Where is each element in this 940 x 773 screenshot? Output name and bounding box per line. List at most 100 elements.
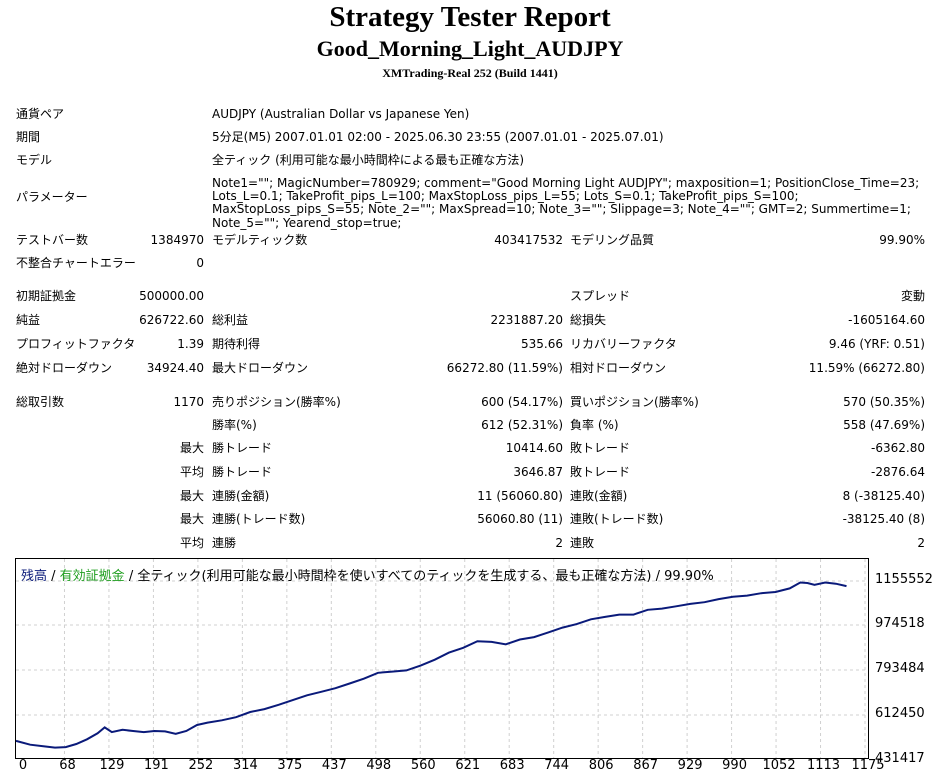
short-value: 600 (54.17%) (481, 395, 563, 409)
cons-win-money-label: 連勝(金額) (212, 489, 270, 503)
cons-loss-money-label: 連敗(金額) (570, 489, 628, 503)
x-tick-label: 806 (588, 758, 614, 773)
recovery-label: リカバリーファクタ (570, 337, 677, 351)
avg-cons-win-value: 2 (555, 536, 563, 550)
cons-loss-count-value: -38125.40 (8) (842, 512, 925, 526)
y-tick-label: 431417 (875, 751, 925, 766)
bars-label: テストバー数 (16, 233, 89, 247)
x-tick-label: 191 (143, 758, 169, 773)
ticks-label: モデルティック数 (212, 233, 308, 247)
mismatch-value: 0 (196, 256, 204, 270)
gross-loss-value: -1605164.60 (848, 313, 925, 327)
trades-value: 1170 (173, 395, 204, 409)
x-tick-label: 621 (455, 758, 481, 773)
symbol-value: AUDJPY (Australian Dollar vs Japanese Ye… (212, 107, 470, 121)
avg-win-value: 3646.87 (513, 465, 563, 479)
x-tick-label: 437 (321, 758, 347, 773)
net-label: 純益 (16, 313, 41, 327)
loss-pct-value: 558 (47.69%) (843, 418, 925, 432)
max-dd-value: 66272.80 (11.59%) (446, 361, 563, 375)
avg-cons-loss-value: 2 (917, 536, 925, 550)
y-tick-label: 793484 (875, 661, 925, 676)
y-tick-label: 974518 (875, 616, 925, 631)
max-dd-label: 最大ドローダウン (212, 361, 309, 375)
cons-loss-money-value: 8 (-38125.40) (842, 489, 925, 503)
largest-loss-value: -6362.80 (871, 441, 925, 455)
win-pct-value: 612 (52.31%) (481, 418, 563, 432)
chart-grid (16, 559, 868, 758)
pf-label: プロフィットファクタ (16, 337, 136, 351)
period-label: 期間 (16, 130, 41, 144)
legend-equity: 有効証拠金 (59, 569, 125, 584)
gross-profit-value: 2231887.20 (490, 313, 563, 327)
x-tick-label: 560 (410, 758, 436, 773)
legend-sep-1: / (47, 569, 60, 584)
symbol-label: 通貨ペア (16, 107, 65, 121)
report-subtitle: Good_Morning_Light_AUDJPY (316, 36, 624, 61)
x-tick-label: 990 (722, 758, 747, 773)
spread-value: 変動 (900, 289, 925, 303)
long-label: 買いポジション(勝率%) (570, 395, 699, 409)
x-tick-label: 744 (544, 758, 570, 773)
avg-cons-loss-label: 連敗 (570, 536, 595, 550)
bars-value: 1384970 (150, 233, 204, 247)
expected-value: 535.66 (521, 337, 563, 351)
x-tick-label: 68 (59, 758, 76, 773)
params-label: パラメーター (16, 190, 88, 204)
average-word: 平均 (179, 465, 204, 479)
x-tick-label: 1052 (762, 758, 796, 773)
x-tick-label: 1175 (851, 758, 885, 773)
deposit-label: 初期証拠金 (16, 289, 77, 303)
x-tick-label: 129 (99, 758, 125, 773)
largest-loss-label: 敗トレード (570, 441, 631, 455)
largest-word: 最大 (179, 441, 204, 455)
quality-value: 99.90% (879, 233, 925, 247)
avg-loss-value: -2876.64 (871, 465, 925, 479)
y-tick-label: 612450 (875, 706, 925, 721)
x-tick-label: 0 (18, 758, 28, 773)
net-value: 626722.60 (139, 313, 204, 327)
quality-label: モデリング品質 (570, 233, 655, 247)
abs-dd-value: 34924.40 (146, 361, 204, 375)
model-label: モデル (16, 153, 53, 167)
cons-win-count-value: 56060.80 (11) (477, 512, 563, 526)
cons-win-count-label: 連勝(トレード数) (212, 512, 306, 526)
model-value: 全ティック (利用可能な最小時間枠による最も正確な方法) (212, 153, 525, 167)
x-tick-label: 929 (677, 758, 703, 773)
x-tick-label: 498 (366, 758, 392, 773)
report-title: Strategy Tester Report (329, 1, 611, 33)
largest-win-value: 10414.60 (505, 441, 563, 455)
avg-loss-label: 敗トレード (570, 465, 631, 479)
gross-profit-label: 総利益 (212, 313, 249, 327)
rel-dd-value: 11.59% (66272.80) (808, 361, 925, 375)
x-tick-label: 867 (633, 758, 659, 773)
x-tick-label: 1113 (806, 758, 841, 773)
short-label: 売りポジション(勝率%) (212, 395, 341, 409)
cons-win-money-value: 11 (56060.80) (477, 489, 563, 503)
report-build: XMTrading-Real 252 (Build 1441) (382, 66, 558, 80)
mismatch-label: 不整合チャートエラー (16, 256, 136, 270)
period-value: 5分足(M5) 2007.01.01 02:00 - 2025.06.30 23… (212, 130, 664, 144)
largest-win-label: 勝トレード (212, 441, 273, 455)
rel-dd-label: 相対ドローダウン (570, 361, 667, 375)
avg-win-label: 勝トレード (212, 465, 273, 479)
x-tick-label: 683 (499, 758, 525, 773)
x-tick-label: 375 (277, 758, 303, 773)
expected-label: 期待利得 (212, 337, 261, 351)
avg-cons-word: 平均 (179, 536, 204, 550)
chart-frame (15, 558, 869, 759)
legend-balance: 残高 (21, 569, 48, 584)
win-pct-label: 勝率(%) (212, 418, 257, 432)
chart-legend: 残高 / 有効証拠金 / 全ティック(利用可能な最小時間枠を使いすべてのティック… (21, 565, 714, 584)
max-cons-money-word: 最大 (179, 489, 204, 503)
params-value: Note1=""; MagicNumber=780929; comment="G… (212, 176, 920, 230)
max-cons-count-word: 最大 (179, 512, 204, 526)
spread-label: スプレッド (570, 289, 631, 303)
trades-label: 総取引数 (16, 395, 65, 409)
balance-chart (15, 558, 869, 759)
legend-description: / 全ティック(利用可能な最小時間枠を使いすべてのティックを生成する、最も正確な… (124, 569, 714, 584)
balance-line (15, 581, 847, 749)
x-tick-label: 252 (188, 758, 214, 773)
ticks-value: 403417532 (494, 233, 563, 247)
cons-loss-count-label: 連敗(トレード数) (570, 512, 664, 526)
